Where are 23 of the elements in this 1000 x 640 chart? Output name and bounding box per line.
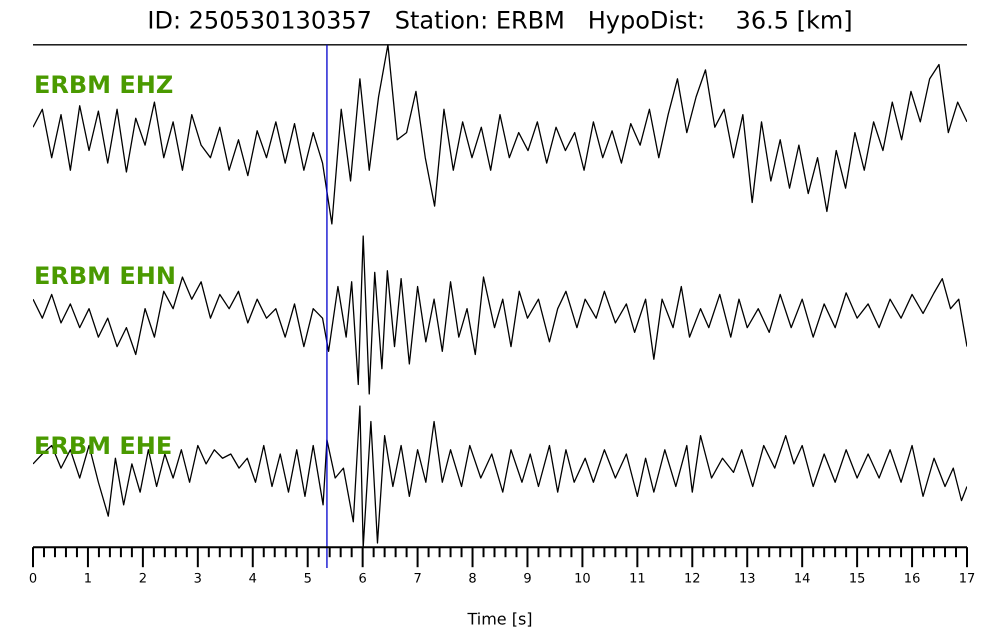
x-tick-label: 16: [904, 571, 920, 586]
x-tick-label: 8: [468, 571, 477, 586]
x-tick-label: 6: [358, 571, 367, 586]
x-tick-label: 13: [738, 571, 756, 586]
x-tick-label: 3: [194, 571, 202, 586]
x-tick-label: 15: [848, 571, 866, 586]
annotation: ERBM EHZ: [34, 71, 174, 100]
x-tick-label: 12: [684, 571, 701, 586]
x-tick-label: 5: [304, 571, 312, 586]
x-tick-label: 0: [28, 571, 38, 586]
x-tick-label: 17: [958, 571, 976, 586]
annotation: ERBM EHN: [34, 262, 176, 290]
x-tick-label: 9: [523, 571, 532, 586]
chart-title: ID: 250530130357 Station: ERBM HypoDist: 36.5 [km]: [147, 6, 853, 35]
x-tick-label: 7: [413, 571, 422, 586]
x-tick-label: 14: [794, 571, 810, 586]
x-axis-title: Time [s]: [466, 610, 533, 629]
x-tick-label: 4: [248, 571, 257, 586]
x-tick-label: 10: [574, 571, 591, 586]
x-tick-label: 11: [629, 571, 646, 586]
annotation: ERBM EHE: [34, 432, 172, 460]
x-tick-label: 2: [138, 571, 148, 586]
x-tick-label: 1: [84, 571, 92, 586]
